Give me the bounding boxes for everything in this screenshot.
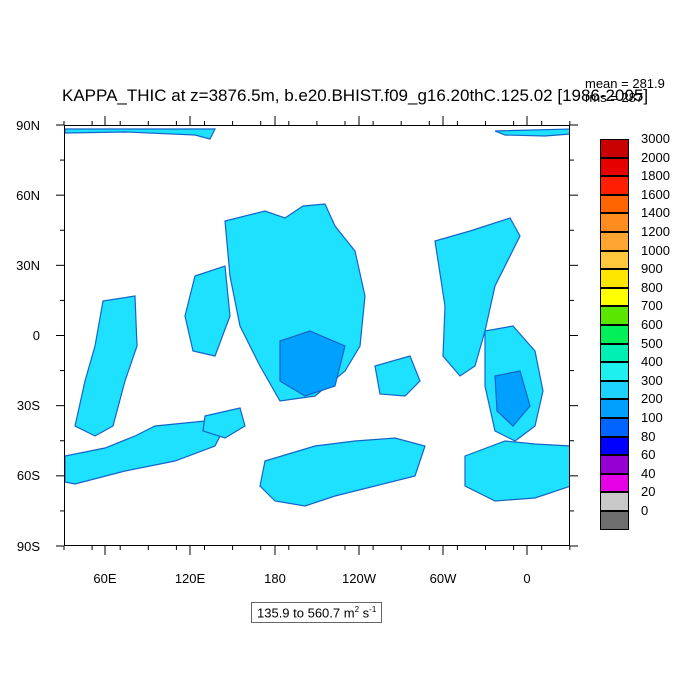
colorbar-swatch: [600, 139, 629, 158]
east-pacific-patch: [374, 355, 421, 397]
colorbar-label: 0: [641, 503, 649, 518]
range-unit-tail-exp: -1: [369, 605, 377, 614]
pacific-deep-core: [279, 330, 346, 397]
range-label: 135.9 to 560.7 m2 s-1: [251, 602, 383, 624]
lon-tick-label: 0: [523, 571, 531, 586]
colorbar-swatch: [600, 455, 629, 474]
atlantic-deep-core: [494, 370, 531, 427]
colorbar-label: 100: [641, 410, 663, 425]
western-basin-patch: [184, 265, 231, 357]
colorbar-label: 400: [641, 354, 663, 370]
colorbar-swatch: [600, 473, 629, 493]
colorbar-swatch: [600, 492, 629, 511]
colorbar-swatch: [600, 436, 629, 456]
colorbar-label: 2000: [641, 149, 670, 165]
colorbar-label: 1000: [641, 242, 670, 258]
southern-ocean-east: [464, 440, 569, 502]
range-unit-exp: 2: [354, 605, 360, 614]
indian-ocean-patch: [74, 295, 138, 437]
colorbar-swatch: [600, 306, 629, 325]
arctic-strip-west: [65, 128, 216, 140]
colorbar-swatch: [600, 287, 629, 307]
colorbar-swatch: [600, 380, 629, 400]
lon-tick-label: 60E: [93, 571, 117, 586]
plot-title: KAPPA_THIC at z=3876.5m, b.e20.BHIST.f09…: [62, 86, 649, 105]
colorbar-swatch: [600, 511, 629, 530]
lat-tick-label: 60N: [16, 188, 40, 203]
southern-ocean-central: [259, 437, 426, 507]
mean-stat: mean = 281.9: [585, 76, 665, 91]
colorbar-swatch: [600, 325, 629, 344]
lon-tick-label: 180: [264, 571, 286, 586]
lat-tick-label: 0: [32, 328, 40, 343]
colorbar-swatch: [600, 213, 629, 232]
lat-tick-label: 90S: [16, 539, 40, 554]
lat-tick-label: 30S: [16, 398, 40, 413]
colorbar-label: 200: [641, 391, 663, 407]
colorbar-label: 700: [641, 298, 663, 314]
colorbar-swatch: [600, 269, 629, 288]
colorbar-swatch: [600, 399, 629, 418]
colorbar-label: 1400: [641, 205, 670, 221]
lon-tick-label: 120E: [174, 571, 206, 586]
colorbar-swatch: [600, 343, 629, 363]
lat-tick-label: 90N: [16, 118, 40, 133]
arctic-strip-east: [494, 128, 569, 137]
rms-stat: rms = 287: [585, 90, 644, 105]
map-plot-area: [64, 125, 570, 546]
colorbar-label: 20: [641, 484, 656, 500]
colorbar-label: 3000: [641, 131, 670, 146]
colorbar-label: 1600: [641, 186, 670, 202]
colorbar-label: 300: [641, 372, 663, 388]
range-unit-tail: s: [359, 605, 370, 621]
ocean-field-map: [65, 128, 569, 507]
colorbar-label: 500: [641, 335, 663, 351]
colorbar-swatch: [600, 157, 629, 177]
colorbar-label: 60: [641, 447, 656, 463]
colorbar-label: 1800: [641, 168, 670, 184]
lon-tick-label: 60W: [429, 571, 457, 586]
colorbar-label: 800: [641, 279, 663, 295]
colorbar-label: 1200: [641, 224, 670, 239]
colorbar-swatch: [600, 250, 629, 270]
colorbar-label: 600: [641, 317, 663, 332]
bay-patch: [202, 407, 246, 439]
lon-tick-label: 120W: [342, 571, 376, 586]
lat-tick-label: 60S: [16, 468, 40, 483]
lat-tick-label: 30N: [16, 258, 40, 273]
colorbar-label: 80: [641, 428, 656, 444]
colorbar-swatch: [600, 362, 629, 381]
colorbar-swatch: [600, 176, 629, 195]
colorbar-swatch: [600, 418, 629, 437]
colorbar-swatch: [600, 194, 629, 214]
range-text: 135.9 to 560.7 m: [257, 605, 355, 621]
colorbar-swatch: [600, 232, 629, 251]
colorbar-label: 40: [641, 465, 656, 481]
colorbar-label: 900: [641, 261, 663, 277]
